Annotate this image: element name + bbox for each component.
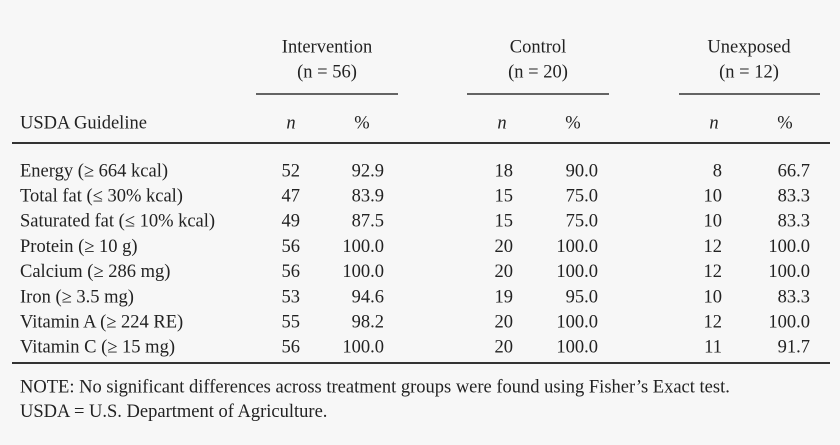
cell-value: 52 (282, 161, 301, 181)
cell-value: 56 (282, 338, 301, 358)
cell-value: 100.0 (768, 312, 810, 332)
row-label: Vitamin A (≥ 224 RE) (20, 312, 183, 332)
group-title: Control (510, 37, 567, 57)
cell-value: 56 (282, 237, 301, 257)
group-subtitle: (n = 20) (508, 62, 568, 82)
row-label: Protein (≥ 10 g) (20, 237, 138, 257)
cell-value: 20 (495, 312, 514, 332)
cell-value: 83.3 (778, 287, 810, 307)
cell-value: 20 (495, 338, 514, 358)
cell-value: 75.0 (566, 186, 598, 206)
cell-value: 12 (704, 262, 723, 282)
cell-value: 90.0 (566, 161, 598, 181)
cell-value: 94.6 (352, 287, 384, 307)
cell-value: 19 (495, 287, 514, 307)
note: NOTE: No significant differences across … (20, 377, 730, 397)
cell-value: 66.7 (778, 161, 810, 181)
cell-value: 15 (495, 212, 514, 232)
group-subtitle: (n = 12) (719, 62, 779, 82)
cell-value: 55 (282, 312, 301, 332)
cell-value: 100.0 (556, 338, 598, 358)
cell-value: 83.3 (778, 212, 810, 232)
row-label: Vitamin C (≥ 15 mg) (20, 338, 175, 358)
row-label: Saturated fat (≤ 10% kcal) (20, 212, 215, 232)
cell-value: 100.0 (556, 237, 598, 257)
cell-value: 92.9 (352, 161, 384, 181)
row-label: Calcium (≥ 286 mg) (20, 262, 170, 282)
column-header: % (565, 113, 580, 133)
column-header: % (354, 113, 369, 133)
cell-value: 100.0 (768, 237, 810, 257)
group-title: Intervention (282, 37, 372, 57)
cell-value: 56 (282, 262, 301, 282)
cell-value: 10 (704, 186, 723, 206)
cell-value: 95.0 (566, 287, 598, 307)
cell-value: 18 (495, 161, 514, 181)
row-label: Energy (≥ 664 kcal) (20, 161, 168, 181)
row-label: Iron (≥ 3.5 mg) (20, 287, 134, 307)
cell-value: 8 (713, 161, 722, 181)
cell-value: 49 (282, 212, 301, 232)
cell-value: 83.9 (352, 186, 384, 206)
cell-value: 11 (704, 338, 722, 358)
group-subtitle: (n = 56) (297, 62, 357, 82)
column-header: n (709, 113, 718, 133)
note: USDA = U.S. Department of Agriculture. (20, 402, 327, 422)
cell-value: 100.0 (556, 312, 598, 332)
cell-value: 12 (704, 312, 723, 332)
cell-value: 100.0 (342, 237, 384, 257)
group-title: Unexposed (707, 37, 791, 57)
cell-value: 100.0 (768, 262, 810, 282)
cell-value: 20 (495, 262, 514, 282)
cell-value: 12 (704, 237, 723, 257)
cell-value: 10 (704, 287, 723, 307)
column-header: % (777, 113, 792, 133)
column-header: n (497, 113, 506, 133)
cell-value: 47 (282, 186, 301, 206)
row-label: Total fat (≤ 30% kcal) (20, 186, 183, 206)
cell-value: 91.7 (778, 338, 810, 358)
cell-value: 100.0 (556, 262, 598, 282)
cell-value: 83.3 (778, 186, 810, 206)
cell-value: 100.0 (342, 262, 384, 282)
cell-value: 100.0 (342, 338, 384, 358)
cell-value: 20 (495, 237, 514, 257)
column-header: n (286, 113, 295, 133)
cell-value: 53 (282, 287, 301, 307)
cell-value: 98.2 (352, 312, 384, 332)
cell-value: 15 (495, 186, 514, 206)
cell-value: 87.5 (352, 212, 384, 232)
cell-value: 75.0 (566, 212, 598, 232)
cell-value: 10 (704, 212, 723, 232)
column-header: USDA Guideline (20, 113, 147, 133)
